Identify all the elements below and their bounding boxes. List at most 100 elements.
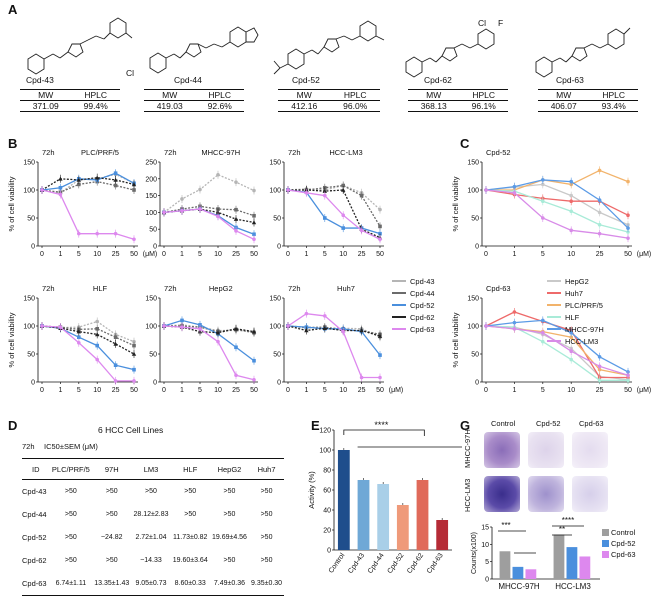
data-point — [113, 177, 118, 182]
substituent-cl: Cl — [478, 18, 487, 28]
ic50-table: ID PLC/PRF/5 97H LM3 HLF HepG2 Huh7 Cpd-… — [22, 458, 284, 596]
data-point — [378, 207, 382, 212]
bar-chart-e: 0 20 40 60 80 100 120 Activity (%) Control Cpd-43… — [307, 420, 462, 575]
y-tick-label: 50 — [149, 352, 157, 359]
compound-name: Cpd-52 — [292, 75, 320, 85]
table-cell: >50 — [223, 511, 236, 518]
y-tick-label: 50 — [27, 216, 35, 223]
table-cell: ~14.33 — [140, 557, 162, 564]
line-chart: 0 50 100 150 0 1 5 10 25 50 (μM) 72h Huh7 — [269, 284, 403, 394]
mw-value: 371.09 — [20, 100, 72, 112]
legend-label: Cpd-52 — [410, 300, 435, 310]
data-point — [359, 228, 364, 233]
legend-swatch — [602, 529, 609, 536]
x-tick-label: 1 — [58, 251, 62, 258]
significance-label: ** — [559, 525, 565, 534]
data-point — [95, 357, 99, 362]
data-point — [569, 228, 573, 233]
mw-value: 406.07 — [538, 100, 590, 112]
legend-label: HCC-LM3 — [565, 336, 599, 346]
data-point — [234, 345, 238, 350]
data-point — [252, 213, 256, 218]
table-d-time: 72h — [22, 442, 35, 451]
data-point — [597, 231, 602, 236]
plate-lm3-cpd63 — [572, 476, 608, 512]
table-cell: 9.05±0.73 — [131, 572, 171, 596]
x-tick-label: 25 — [358, 251, 366, 258]
x-tick-label: 5 — [77, 387, 81, 394]
data-point — [251, 329, 257, 334]
legend-item: Huh7 — [547, 287, 647, 299]
series-line-MHCC-97H — [485, 319, 629, 373]
series-line-Cpd-44 — [163, 205, 255, 217]
plate-col-cpd52: Cpd-52 — [536, 419, 561, 428]
data-point — [40, 324, 44, 328]
time-label: 72h — [42, 284, 55, 293]
data-point — [569, 357, 573, 362]
y-tick-label: 0 — [475, 244, 479, 251]
chart-title: HCC-LM3 — [329, 148, 362, 157]
y-axis-label: Activity (%) — [307, 471, 316, 509]
x-tick-label: 25 — [358, 387, 366, 394]
data-point — [341, 226, 345, 230]
legend-label: Huh7 — [565, 288, 583, 298]
hplc-value: 99.4% — [71, 100, 120, 112]
data-point — [569, 349, 573, 354]
data-point — [304, 328, 309, 333]
legend-label: MHCC-97H — [565, 324, 604, 334]
data-point — [215, 330, 221, 335]
legend-item: Cpd-44 — [392, 287, 462, 299]
data-point — [597, 222, 602, 227]
data-point — [597, 198, 602, 202]
data-point — [95, 231, 99, 236]
data-point — [252, 358, 256, 363]
x-tick-label: 1 — [304, 387, 308, 394]
col-header: HepG2 — [209, 458, 250, 480]
legend-swatch — [392, 316, 406, 318]
x-tick-label: 25 — [232, 251, 240, 258]
panel-label-g: G — [460, 418, 471, 433]
table-cell: >50 — [184, 511, 197, 518]
x-tick-label: 5 — [541, 251, 545, 258]
legend-swatch — [547, 292, 561, 294]
data-point — [569, 335, 573, 340]
line-chart: 0 50 100 150 200 250 0 1 5 10 25 50 72h MHCC-97H — [145, 148, 258, 258]
line-chart: 0 50 100 150 0 1 5 10 25 50 72h HLF % of cell viabil… — [7, 284, 138, 394]
data-point — [341, 329, 346, 334]
data-point — [286, 188, 290, 192]
data-point — [569, 179, 573, 184]
data-point — [113, 341, 118, 346]
significance-label: **** — [374, 420, 389, 430]
col-header: 97H — [92, 458, 132, 480]
data-point — [132, 188, 136, 192]
data-point — [95, 319, 99, 324]
y-tick-label: 20 — [323, 528, 331, 535]
y-tick-label: 40 — [323, 508, 331, 515]
y-tick-label: 10 — [481, 542, 489, 549]
x-axis-label: (μM) — [389, 387, 404, 394]
x-tick-label: Control — [328, 552, 347, 575]
x-axis-label: (μM) — [637, 251, 652, 258]
panel-label-d: D — [8, 418, 18, 433]
data-point — [626, 213, 630, 217]
data-point — [76, 177, 81, 182]
data-point — [304, 311, 309, 316]
col-header: LM3 — [131, 458, 171, 480]
data-point — [233, 216, 239, 221]
legend-item: MHCC-97H — [547, 323, 647, 335]
data-point — [378, 375, 382, 380]
y-tick-label: 50 — [273, 352, 281, 359]
data-point — [234, 207, 238, 212]
legend-item: Cpd-63 — [602, 549, 636, 560]
panel-label-a: A — [8, 2, 18, 17]
data-point — [341, 213, 346, 217]
y-tick-label: 5 — [485, 559, 489, 566]
bar-Cpd-52 — [512, 566, 524, 579]
table-cell: >50 — [64, 534, 77, 541]
x-tick-label: Cpd-44 — [367, 552, 386, 575]
data-point — [113, 379, 118, 383]
series-line-Cpd-44 — [164, 325, 255, 334]
legend-swatch — [392, 292, 406, 294]
